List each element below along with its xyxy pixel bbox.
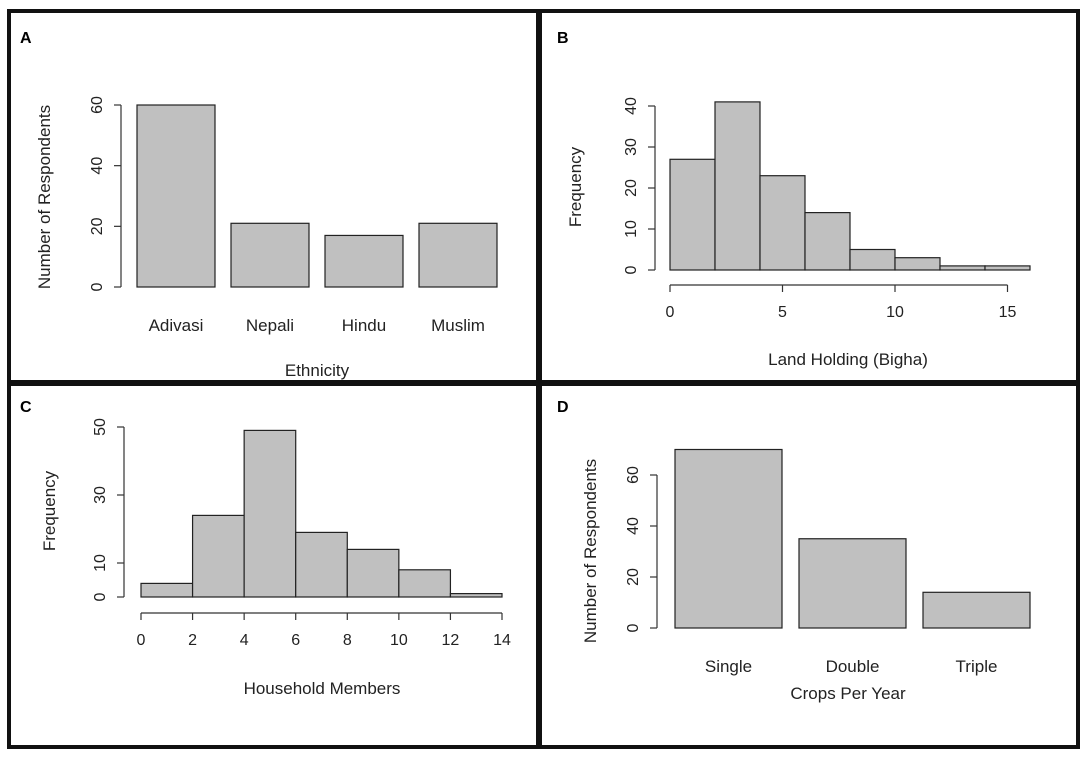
panel-c-letter: C bbox=[20, 399, 32, 416]
panel-b-bar bbox=[804, 212, 851, 271]
panel-c-bar bbox=[449, 592, 503, 598]
panel-c-ytick-label: 10 bbox=[92, 554, 109, 572]
panel-a-bar bbox=[136, 104, 216, 288]
panel-b-bar bbox=[669, 158, 716, 271]
panel-a-bar bbox=[418, 222, 498, 288]
panel-c-bar bbox=[191, 514, 245, 598]
panel-c-xtick-label: 10 bbox=[390, 632, 408, 649]
panel-c-ylabel: Frequency bbox=[40, 470, 59, 551]
panel-c-bar bbox=[398, 569, 452, 598]
panel-b-ytick-label: 10 bbox=[623, 220, 640, 238]
panel-b-bar bbox=[984, 265, 1031, 271]
panel-b-xtick-label: 5 bbox=[778, 304, 787, 321]
panel-c-ytick-label: 0 bbox=[92, 592, 109, 601]
panel-b-xlabel: Land Holding (Bigha) bbox=[768, 350, 928, 369]
panel-b-ytick-label: 20 bbox=[623, 179, 640, 197]
panel-d-bar bbox=[798, 538, 907, 629]
panel-d-letter: D bbox=[557, 399, 569, 416]
panel-c-xlabel: Household Members bbox=[244, 679, 401, 698]
panel-d-category-label: Single bbox=[705, 657, 752, 676]
panel-c-bar bbox=[346, 548, 400, 598]
panel-c-xtick-label: 14 bbox=[493, 632, 511, 649]
panel-c-bar bbox=[243, 429, 297, 598]
panel-a-letter: A bbox=[20, 30, 32, 47]
panel-c-bar bbox=[295, 531, 348, 598]
panel-b-bar bbox=[759, 175, 806, 271]
panel-d-category-label: Double bbox=[826, 657, 880, 676]
panel-b-xtick-label: 0 bbox=[666, 304, 675, 321]
panel-b-ytick-label: 0 bbox=[623, 265, 640, 274]
panel-c-xtick-label: 0 bbox=[137, 632, 146, 649]
panel-b-frame bbox=[538, 9, 1080, 384]
panel-a-category-label: Muslim bbox=[431, 316, 485, 335]
panel-a-ytick-label: 20 bbox=[89, 217, 106, 235]
panel-b-xtick-label: 15 bbox=[999, 304, 1017, 321]
panel-c-ytick-label: 50 bbox=[92, 418, 109, 436]
panel-c-xtick-label: 4 bbox=[240, 632, 249, 649]
panel-c-ytick-label: 30 bbox=[92, 486, 109, 504]
panel-a-category-label: Nepali bbox=[246, 316, 294, 335]
panel-b-letter: B bbox=[557, 30, 569, 47]
panel-d-ytick-label: 20 bbox=[625, 568, 642, 586]
panel-d-xlabel: Crops Per Year bbox=[790, 684, 906, 703]
panel-d-category-label: Triple bbox=[956, 657, 998, 676]
panel-d-ytick-label: 60 bbox=[625, 466, 642, 484]
panel-b-ylabel: Frequency bbox=[566, 146, 585, 227]
panel-c-xtick-label: 6 bbox=[291, 632, 300, 649]
panel-a-bar bbox=[230, 222, 310, 288]
panel-a-bar bbox=[324, 234, 404, 288]
panel-a-category-label: Hindu bbox=[342, 316, 386, 335]
panel-a-xlabel: Ethnicity bbox=[285, 361, 350, 380]
panel-a-ytick-label: 60 bbox=[89, 96, 106, 114]
panel-d-bar bbox=[922, 591, 1031, 629]
panel-c-xtick-label: 12 bbox=[442, 632, 460, 649]
panel-b-bar bbox=[939, 265, 986, 271]
panel-a-ylabel: Number of Respondents bbox=[35, 105, 54, 289]
panel-d-ytick-label: 0 bbox=[625, 623, 642, 632]
panel-b-xtick-label: 10 bbox=[886, 304, 904, 321]
panel-a-ytick-label: 40 bbox=[89, 157, 106, 175]
panel-d-frame bbox=[538, 382, 1080, 749]
panel-c-bar bbox=[140, 582, 194, 598]
panel-a-category-label: Adivasi bbox=[149, 316, 204, 335]
panel-d-ytick-label: 40 bbox=[625, 517, 642, 535]
panel-b-ytick-label: 30 bbox=[623, 138, 640, 156]
panel-b-ytick-label: 40 bbox=[623, 97, 640, 115]
panel-b-bar bbox=[849, 248, 896, 271]
panel-b-bar bbox=[714, 101, 761, 271]
panel-b-bar bbox=[894, 257, 941, 271]
panel-d-bar bbox=[674, 448, 783, 629]
panel-c-xtick-label: 8 bbox=[343, 632, 352, 649]
panel-a-ytick-label: 0 bbox=[89, 282, 106, 291]
panel-c-xtick-label: 2 bbox=[188, 632, 197, 649]
panel-d-ylabel: Number of Respondents bbox=[581, 459, 600, 643]
